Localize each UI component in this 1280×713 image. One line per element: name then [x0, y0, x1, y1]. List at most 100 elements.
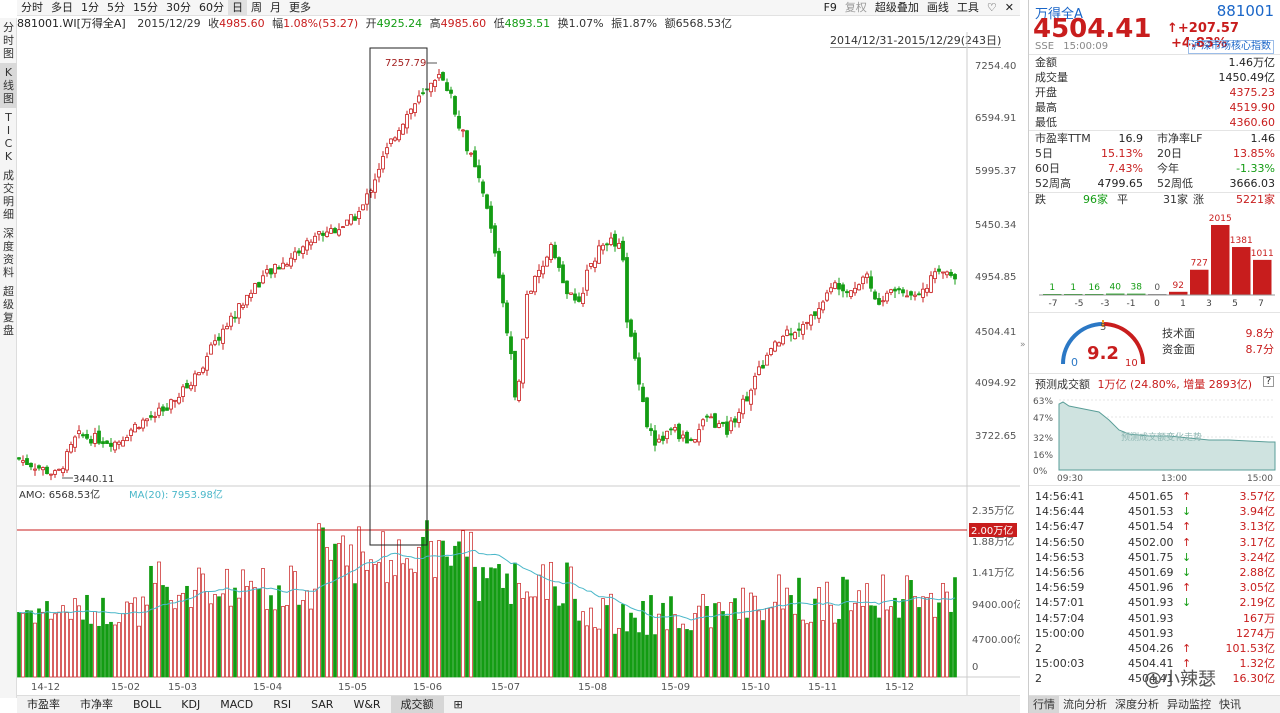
volume-bar — [497, 564, 501, 678]
stat2-right: 20日 13.85% — [1157, 146, 1275, 161]
candlestick-series — [17, 69, 957, 481]
candle-body — [273, 264, 277, 274]
volume-bar — [185, 585, 189, 678]
distribution-value: 1011 — [1251, 249, 1274, 259]
period-0[interactable]: 分时 — [21, 1, 43, 14]
heart-icon[interactable]: ♡ — [986, 1, 997, 14]
left-nav-item-0[interactable]: 分 时 图 — [3, 21, 14, 60]
indicator-tab-0[interactable]: 市盈率 — [27, 698, 60, 711]
candle-body — [73, 436, 77, 448]
tech-label: 技术面 — [1162, 327, 1195, 340]
volume-bar — [701, 594, 705, 678]
volume-bar — [389, 560, 393, 678]
period-2[interactable]: 1分 — [81, 1, 99, 14]
period-7[interactable]: 日 — [228, 0, 247, 16]
left-nav-item-3[interactable]: 成 交 明 细 — [3, 169, 14, 221]
tool-0[interactable]: F9 — [823, 1, 837, 14]
left-nav-item-5[interactable]: 超 级 复 盘 — [3, 285, 14, 337]
right-tab-4[interactable]: 快讯 — [1219, 698, 1241, 711]
period-6[interactable]: 60分 — [199, 1, 224, 14]
tool-1[interactable]: 复权 — [844, 1, 867, 14]
volume-bar — [661, 602, 665, 678]
candle-body — [249, 292, 253, 298]
period-3[interactable]: 5分 — [107, 1, 125, 14]
volume-bar — [397, 539, 401, 678]
breadth-up: 5221家 — [1236, 193, 1275, 206]
index-link[interactable]: 沪深市场核心指数 — [1188, 40, 1274, 54]
help-icon[interactable]: ? — [1263, 376, 1274, 387]
candle-body — [177, 396, 181, 404]
left-nav-item-4[interactable]: 深 度 资 料 — [3, 227, 14, 279]
volume-tick-1: 1.88万亿 — [972, 535, 1014, 548]
tick-price: 4504.41 — [1128, 672, 1174, 686]
tool-2[interactable]: 超级叠加 — [874, 1, 919, 14]
candle-body — [205, 356, 209, 371]
volume-bar — [565, 562, 569, 678]
candle-body — [629, 319, 633, 337]
open-label: 开 — [365, 17, 377, 30]
candle — [353, 213, 357, 221]
period-5[interactable]: 30分 — [166, 1, 191, 14]
kline-chart[interactable]: 7254.40 6594.91 5995.37 5450.34 4954.85 4504.… — [17, 32, 1020, 695]
candle-body — [473, 150, 477, 168]
period-8[interactable]: 周 — [251, 1, 262, 14]
indicator-tab-3[interactable]: KDJ — [181, 698, 201, 711]
right-tab-3[interactable]: 异动监控 — [1167, 698, 1211, 711]
tool-4[interactable]: 工具 — [956, 1, 979, 14]
candle-body — [497, 250, 501, 279]
date-range-label[interactable]: 2014/12/31-2015/12/29(243日) — [830, 34, 1002, 48]
volume-bar — [249, 580, 253, 678]
add-indicator-icon[interactable]: ⊞ — [453, 698, 463, 711]
candle — [517, 379, 521, 403]
candle — [493, 222, 497, 257]
volume-bar — [913, 596, 917, 678]
candle — [429, 82, 433, 97]
period-9[interactable]: 月 — [270, 1, 281, 14]
candle — [729, 416, 733, 434]
candle — [165, 403, 169, 411]
indicator-tab-4[interactable]: MACD — [220, 698, 254, 711]
price-tick-3: 5450.34 — [975, 220, 1016, 231]
candle — [709, 413, 713, 419]
candle — [137, 426, 141, 430]
tick-time: 15:00:00 — [1035, 626, 1085, 640]
indicator-tab-5[interactable]: RSI — [273, 698, 292, 711]
collapse-panel-icon[interactable]: » — [1020, 340, 1026, 350]
candle — [885, 290, 889, 304]
indicator-tab-1[interactable]: 市净率 — [80, 698, 113, 711]
right-tab-0[interactable]: 行情 — [1029, 696, 1059, 713]
volume-bar — [193, 589, 197, 678]
tick-row: 2 4504.26 ↑ 101.53亿 — [1035, 641, 1275, 656]
distribution-bar — [1169, 291, 1188, 295]
left-nav-item-2[interactable]: T I C K — [4, 111, 13, 163]
candle-body — [769, 348, 773, 355]
period-1[interactable]: 多日 — [51, 1, 73, 14]
candle — [469, 152, 473, 157]
left-nav-item-1[interactable]: K 线 图 — [0, 63, 17, 108]
period-10[interactable]: 更多 — [289, 1, 311, 14]
tick-volume: 3.05亿 — [1239, 581, 1276, 595]
right-tab-2[interactable]: 深度分析 — [1115, 698, 1159, 711]
candle-body — [209, 344, 213, 355]
volume-bar — [265, 609, 269, 678]
candle — [41, 466, 45, 476]
candle-body — [133, 423, 137, 433]
indicator-tab-8[interactable]: 成交额 — [390, 696, 444, 713]
indicator-tab-6[interactable]: SAR — [311, 698, 334, 711]
candle-body — [137, 427, 141, 429]
right-tab-1[interactable]: 流向分析 — [1063, 698, 1107, 711]
period-4[interactable]: 15分 — [133, 1, 158, 14]
tool-3[interactable]: 画线 — [926, 1, 949, 14]
volume-bar — [529, 596, 533, 678]
indicator-tab-2[interactable]: BOLL — [133, 698, 162, 711]
candle — [521, 338, 525, 389]
volume-bar — [653, 634, 657, 678]
selection-box[interactable] — [369, 47, 428, 546]
close-icon[interactable]: ✕ — [1004, 1, 1014, 14]
indicator-tab-7[interactable]: W&R — [353, 698, 381, 711]
candle-body — [557, 257, 561, 268]
candle-body — [585, 269, 589, 291]
candle — [749, 388, 753, 411]
volume-bar — [849, 610, 853, 678]
candle-body — [245, 294, 249, 306]
